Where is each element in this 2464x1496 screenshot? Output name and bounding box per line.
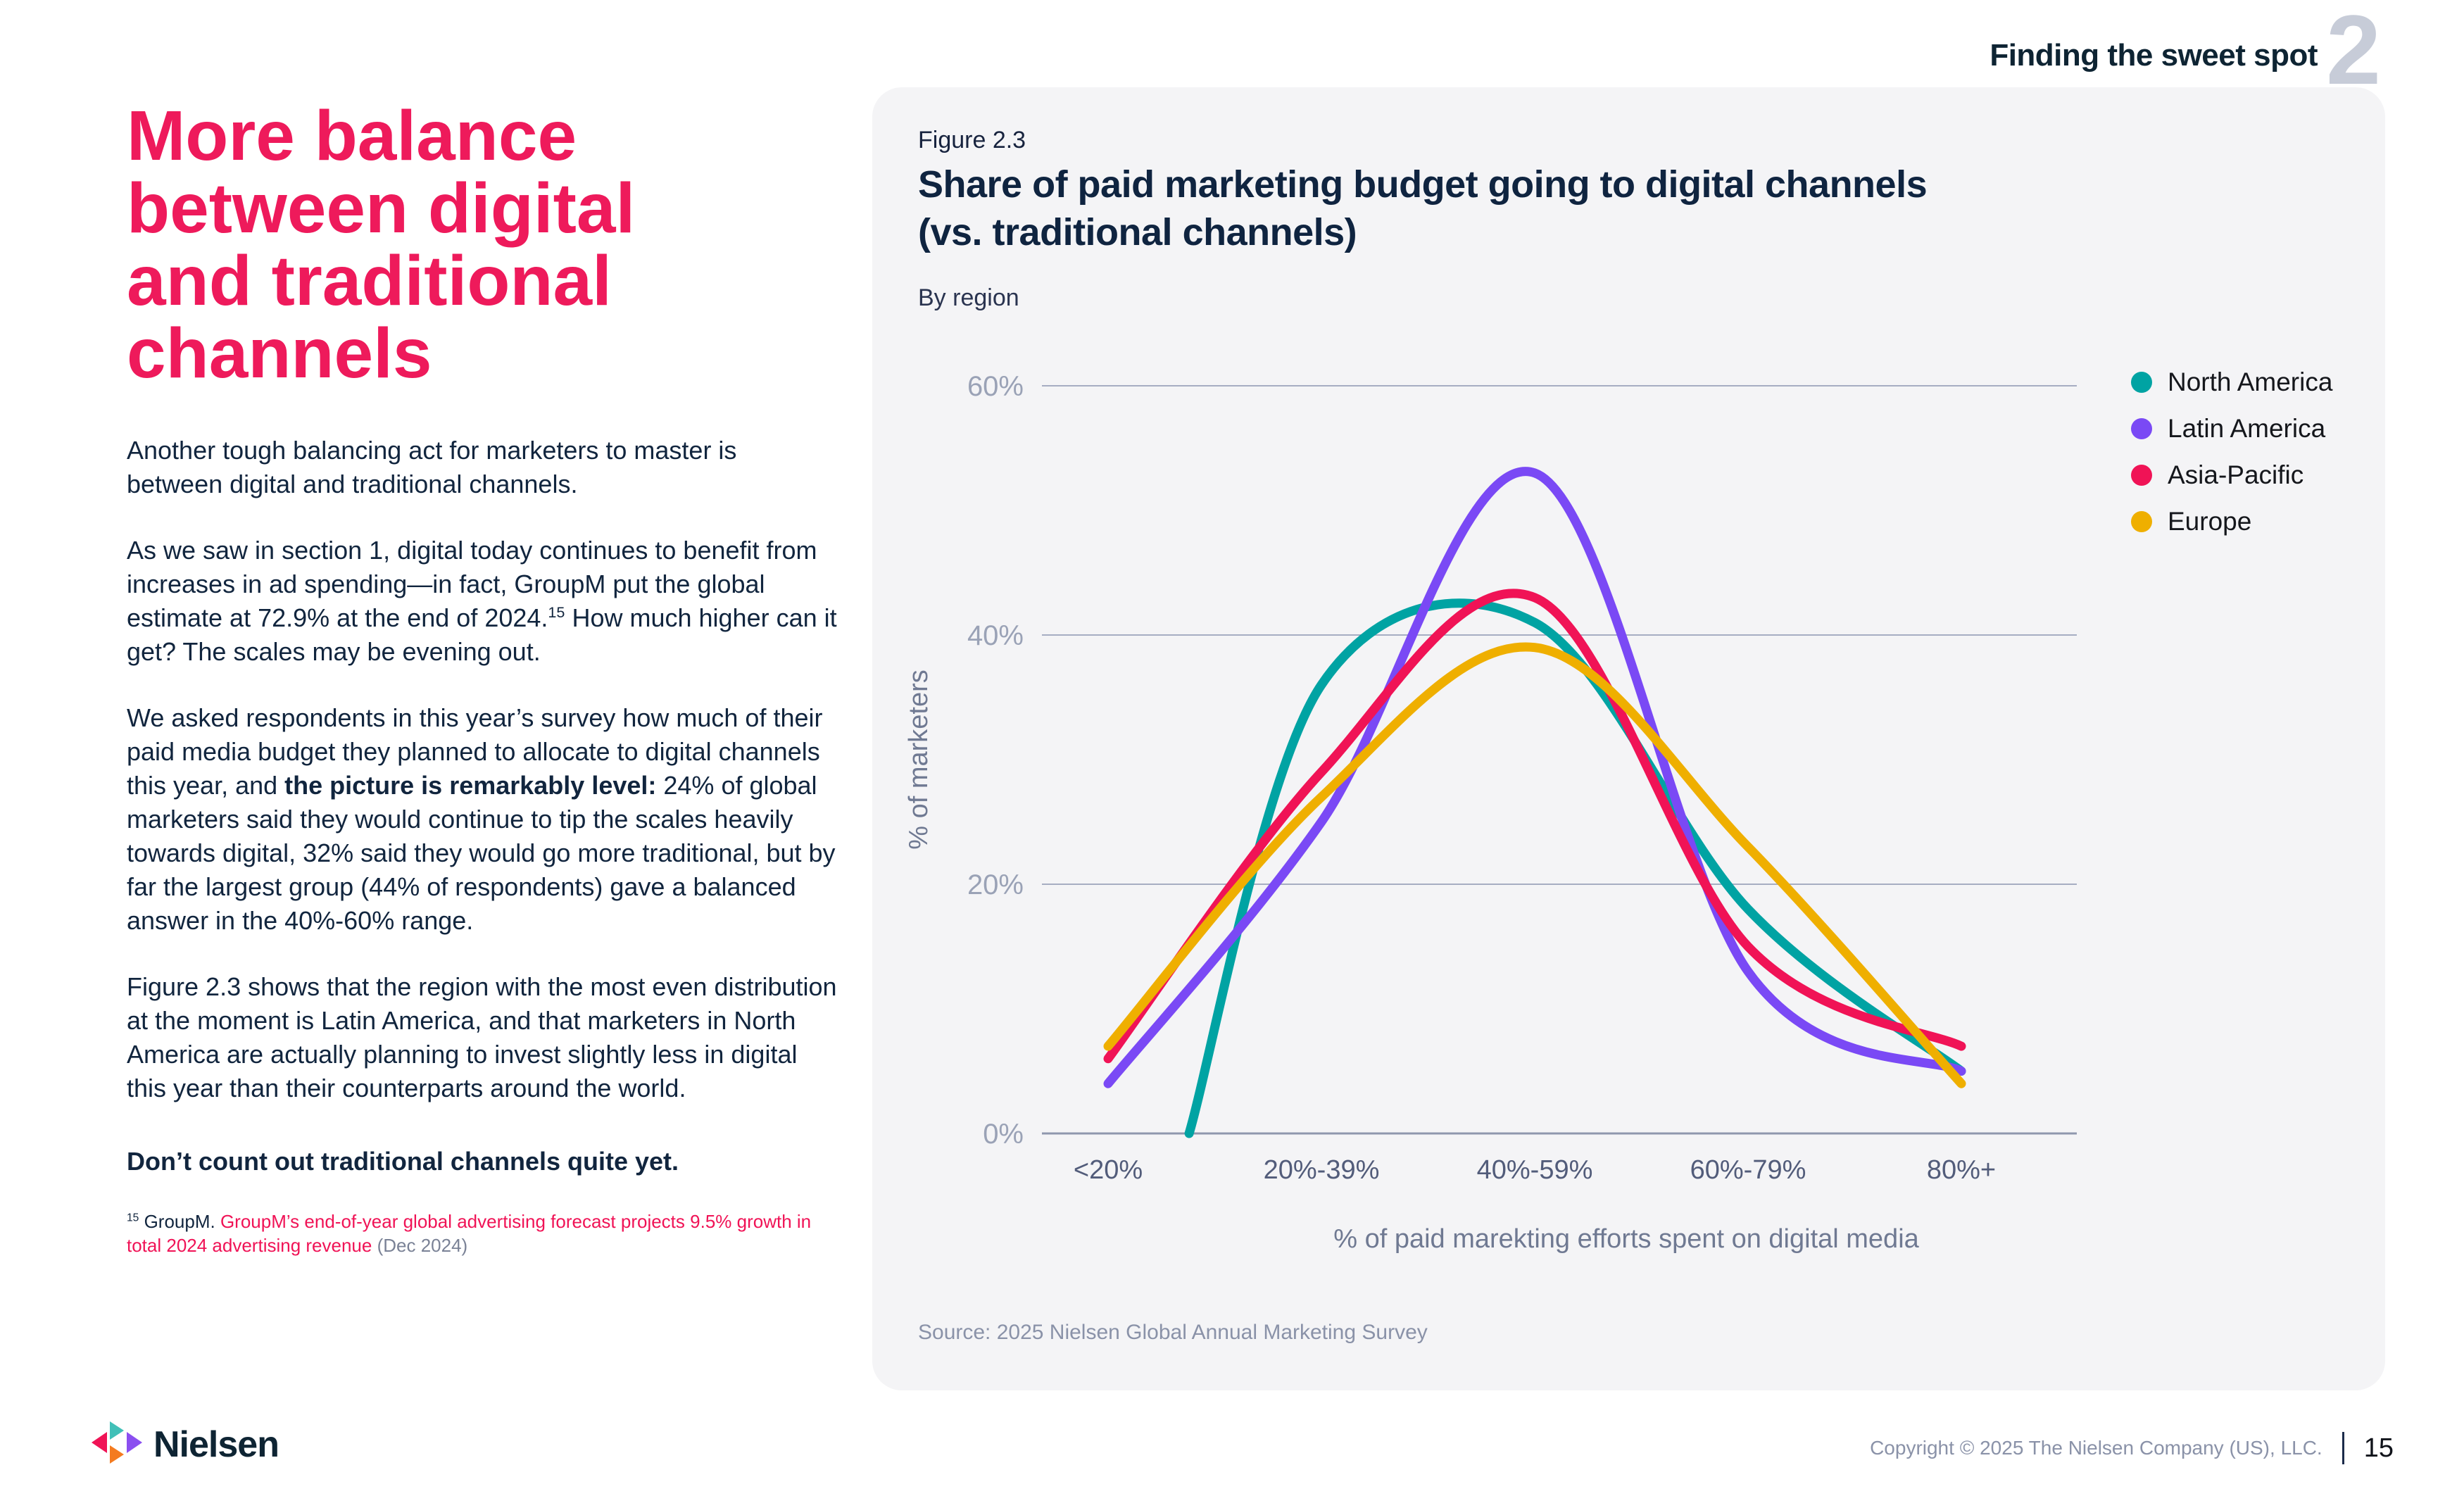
legend-item-europe: Europe <box>2131 507 2332 536</box>
bold-text: the picture is remarkably level: <box>284 771 657 800</box>
x-tick-label: 20%-39% <box>1264 1155 1380 1185</box>
heading-line: More balance <box>127 96 577 175</box>
line-chart: 0% 20% 40% 60% <20% 20%-39% 40%-59% 60%-79% 80%+… <box>904 371 2077 1254</box>
section-title: Finding the sweet spot <box>1990 38 2318 73</box>
legend-label: Asia-Pacific <box>2168 460 2304 489</box>
series-line-europe <box>1103 642 1966 1088</box>
figure-card: Figure 2.3 Share of paid marketing budge… <box>872 87 2385 1390</box>
nielsen-logo: Nielsen <box>92 1421 279 1465</box>
x-axis-label: % of paid marekting efforts spent on dig… <box>1333 1224 1919 1254</box>
y-axis-label: % of marketers <box>904 670 934 850</box>
text-segment: 24% of global marketers said they would … <box>127 771 836 935</box>
series-line-asia-pacific <box>1103 589 1966 1064</box>
text-segment: 15 <box>548 603 565 621</box>
series-line-north-america <box>1184 598 1966 1138</box>
logo-wordmark: Nielsen <box>153 1424 279 1465</box>
x-tick-label: <20% <box>1074 1155 1143 1185</box>
text-segment: (Dec 2024) <box>372 1235 468 1256</box>
footnote: 15 GroupM. GroupM’s end-of-year global a… <box>127 1209 838 1257</box>
text-segment: We asked respondents in this year’s surv… <box>127 703 823 800</box>
statement-paragraph: Don’t count out traditional channels qui… <box>127 1145 838 1178</box>
legend-label: North America <box>2168 367 2333 396</box>
x-tick-label: 60%-79% <box>1690 1155 1806 1185</box>
page-number: 15 <box>2363 1433 2394 1463</box>
text-segment: 15 <box>127 1212 139 1224</box>
section-number: 2 <box>2326 0 2381 105</box>
body-paragraph: Figure 2.3 shows that the region with th… <box>127 970 838 1105</box>
chart-legend: North America Latin America Asia-Pacific Eu… <box>2131 367 2332 536</box>
article-body: Another tough balancing act for marketer… <box>127 434 838 1178</box>
legend-dot <box>2131 418 2152 439</box>
y-tick-label: 60% <box>967 371 1024 402</box>
footnote-link[interactable]: GroupM’s end-of-year global advertising … <box>127 1211 812 1256</box>
figure-title: Share of paid marketing budget going to … <box>918 161 1928 256</box>
legend-item-asia-pacific: Asia-Pacific <box>2131 460 2332 490</box>
body-paragraph: We asked respondents in this year’s surv… <box>127 701 838 938</box>
figure-label: Figure 2.3 <box>918 127 1026 153</box>
logo-triangle-orange <box>110 1445 124 1464</box>
y-tick-label: 0% <box>983 1119 1024 1150</box>
footer-meta: Copyright © 2025 The Nielsen Company (US… <box>1870 1432 2394 1464</box>
series-line-latin-america <box>1103 467 1966 1088</box>
bold-text: Don’t count out traditional channels qui… <box>127 1147 679 1176</box>
copyright-text: Copyright © 2025 The Nielsen Company (US… <box>1870 1437 2322 1459</box>
legend-item-north-america: North America <box>2131 367 2332 397</box>
legend-label: Europe <box>2168 507 2252 536</box>
heading-line: channels <box>127 314 432 393</box>
heading-line: and traditional <box>127 241 612 320</box>
source-note: Source: 2025 Nielsen Global Annual Marke… <box>918 1321 1428 1344</box>
legend-dot <box>2131 465 2152 486</box>
logo-triangle-teal <box>110 1421 124 1440</box>
footer-divider <box>2342 1432 2344 1464</box>
y-tick-label: 20% <box>967 869 1024 900</box>
legend-dot <box>2131 372 2152 393</box>
body-paragraph: Another tough balancing act for marketer… <box>127 434 838 501</box>
logo-triangle-pink <box>92 1432 107 1453</box>
text-segment: How much higher can it get? The scales m… <box>127 603 837 666</box>
logo-triangle-purple <box>127 1432 142 1453</box>
x-tick-label: 40%-59% <box>1477 1155 1593 1185</box>
legend-dot <box>2131 511 2152 532</box>
figure-subtitle: By region <box>918 284 1019 311</box>
figure-title-line: (vs. traditional channels) <box>918 211 1357 253</box>
legend-label: Latin America <box>2168 414 2326 443</box>
body-paragraph: As we saw in section 1, digital today co… <box>127 534 838 669</box>
x-tick-label: 80%+ <box>1927 1155 1996 1185</box>
heading-line: between digital <box>127 169 636 248</box>
y-tick-label: 40% <box>967 620 1024 651</box>
legend-item-latin-america: Latin America <box>2131 414 2332 444</box>
article-heading: More balance between digital and traditi… <box>127 100 838 390</box>
text-segment: GroupM. <box>139 1211 220 1232</box>
text-segment: Figure 2.3 shows that the region with th… <box>127 972 837 1102</box>
text-segment: As we saw in section 1, digital today co… <box>127 536 817 632</box>
article-column: More balance between digital and traditi… <box>127 100 838 1257</box>
figure-title-line: Share of paid marketing budget going to … <box>918 163 1928 206</box>
text-segment: Another tough balancing act for marketer… <box>127 436 737 498</box>
